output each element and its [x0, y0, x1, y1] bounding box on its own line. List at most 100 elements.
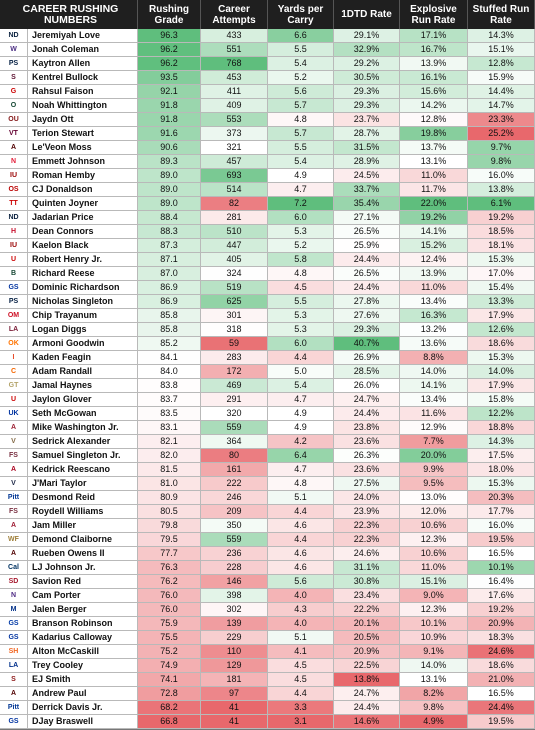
table-row: U Robert Henry Jr. 87.1 405 5.8 24.4% 12.4% 15.… — [0, 253, 535, 267]
stat-cell: 76.3 — [138, 561, 201, 575]
stat-cell: 559 — [201, 421, 268, 435]
stat-cell: 14.3% — [468, 435, 535, 449]
player-name: Savion Red — [28, 575, 138, 589]
stat-cell: 83.5 — [138, 407, 201, 421]
table-row: V Sedrick Alexander 82.1 364 4.2 23.6% 7.7% 14.… — [0, 435, 535, 449]
stat-cell: 5.5 — [268, 141, 334, 155]
stat-cell: 26.0% — [334, 379, 400, 393]
stat-cell: 551 — [201, 43, 268, 57]
stat-cell: 74.9 — [138, 659, 201, 673]
stat-cell: 97 — [201, 687, 268, 701]
stat-cell: 14.0% — [468, 365, 535, 379]
stat-cell: 209 — [201, 505, 268, 519]
stat-cell: 85.2 — [138, 337, 201, 351]
stat-cell: 20.5% — [334, 631, 400, 645]
table-row: A Le'Veon Moss 90.6 321 5.5 31.5% 13.7% 9.7% — [0, 141, 535, 155]
stat-cell: 14.2% — [400, 99, 468, 113]
table-row: FS Roydell Williams 80.5 209 4.4 23.9% 12.0% 17… — [0, 505, 535, 519]
stat-cell: 91.8 — [138, 113, 201, 127]
stat-cell: 146 — [201, 575, 268, 589]
stat-cell: 80.9 — [138, 491, 201, 505]
stat-cell: 302 — [201, 603, 268, 617]
stat-cell: 23.4% — [334, 589, 400, 603]
player-name: LJ Johnson Jr. — [28, 561, 138, 575]
stat-cell: 26.5% — [334, 225, 400, 239]
team-logo-icon: LA — [0, 323, 28, 337]
team-logo-icon: LA — [0, 659, 28, 673]
table-row: A Jam Miller 79.8 350 4.6 22.3% 10.6% 16.0% — [0, 519, 535, 533]
player-name: Demond Claiborne — [28, 533, 138, 547]
stat-cell: 301 — [201, 309, 268, 323]
player-name: Logan Diggs — [28, 323, 138, 337]
stat-cell: 72.8 — [138, 687, 201, 701]
stat-cell: 4.9 — [268, 169, 334, 183]
table-row: S EJ Smith 74.1 181 4.5 13.8% 13.1% 21.0% — [0, 673, 535, 687]
team-logo-icon: V — [0, 435, 28, 449]
stat-cell: 13.7% — [400, 141, 468, 155]
stat-cell: 15.1% — [468, 43, 535, 57]
stat-cell: 22.3% — [334, 519, 400, 533]
stat-cell: 22.2% — [334, 603, 400, 617]
stat-cell: 318 — [201, 323, 268, 337]
stat-cell: 10.6% — [400, 519, 468, 533]
stat-cell: 236 — [201, 547, 268, 561]
player-name: Roman Hemby — [28, 169, 138, 183]
stat-cell: 16.5% — [468, 547, 535, 561]
stat-cell: 19.2% — [468, 211, 535, 225]
stat-cell: 12.3% — [400, 533, 468, 547]
stat-cell: 75.9 — [138, 617, 201, 631]
player-name: Armoni Goodwin — [28, 337, 138, 351]
table-row: OS CJ Donaldson 89.0 514 4.7 33.7% 11.7% 13.8% — [0, 183, 535, 197]
stat-cell: 16.0% — [468, 169, 535, 183]
stat-cell: 89.0 — [138, 197, 201, 211]
stat-cell: 457 — [201, 155, 268, 169]
player-name: Jaydn Ott — [28, 113, 138, 127]
table-row: W Jonah Coleman 96.2 551 5.5 32.9% 16.7% 15.1% — [0, 43, 535, 57]
stat-cell: 87.0 — [138, 267, 201, 281]
table-row: LA Logan Diggs 85.8 318 5.3 29.3% 13.2% 12.6% — [0, 323, 535, 337]
table-row: OM Chip Trayanum 85.8 301 5.3 27.6% 16.3% 17.9% — [0, 309, 535, 323]
stat-cell: 26.5% — [334, 267, 400, 281]
team-logo-icon: N — [0, 155, 28, 169]
stat-cell: 68.2 — [138, 701, 201, 715]
table-row: C Adam Randall 84.0 172 5.0 28.5% 14.0% 14.0% — [0, 365, 535, 379]
stat-cell: 6.6 — [268, 29, 334, 43]
stat-cell: 469 — [201, 379, 268, 393]
stat-cell: 129 — [201, 659, 268, 673]
stat-cell: 91.8 — [138, 99, 201, 113]
stat-cell: 89.0 — [138, 183, 201, 197]
stat-cell: 96.2 — [138, 43, 201, 57]
team-logo-icon: A — [0, 463, 28, 477]
stat-cell: 24.0% — [334, 491, 400, 505]
stat-cell: 29.1% — [334, 29, 400, 43]
stat-cell: 22.0% — [400, 197, 468, 211]
stat-cell: 17.9% — [468, 309, 535, 323]
stat-cell: 9.1% — [400, 645, 468, 659]
player-name: Jadarian Price — [28, 211, 138, 225]
stat-cell: 6.0 — [268, 337, 334, 351]
player-name: DJay Braswell — [28, 715, 138, 729]
player-name: Robert Henry Jr. — [28, 253, 138, 267]
stat-cell: 24.6% — [468, 645, 535, 659]
stat-cell: 19.5% — [468, 533, 535, 547]
stat-cell: 14.3% — [468, 29, 535, 43]
stat-cell: 768 — [201, 57, 268, 71]
team-logo-icon: C — [0, 365, 28, 379]
table-row: M Jalen Berger 76.0 302 4.3 22.2% 12.3% 19.2% — [0, 603, 535, 617]
table-row: LA Trey Cooley 74.9 129 4.5 22.5% 14.0% 18.6% — [0, 659, 535, 673]
stat-cell: 4.5 — [268, 673, 334, 687]
team-logo-icon: A — [0, 141, 28, 155]
player-name: CJ Donaldson — [28, 183, 138, 197]
stat-cell: 4.7 — [268, 183, 334, 197]
stat-cell: 40.7% — [334, 337, 400, 351]
stat-cell: 13.9% — [400, 57, 468, 71]
table-row: GS DJay Braswell 66.8 41 3.1 14.6% 4.9% 19.5% — [0, 715, 535, 729]
stat-cell: 23.6% — [334, 435, 400, 449]
player-name: EJ Smith — [28, 673, 138, 687]
stat-cell: 19.2% — [400, 211, 468, 225]
stat-cell: 19.5% — [468, 715, 535, 729]
stat-cell: 13.4% — [400, 393, 468, 407]
player-name: Kaden Feagin — [28, 351, 138, 365]
team-logo-icon: PS — [0, 295, 28, 309]
